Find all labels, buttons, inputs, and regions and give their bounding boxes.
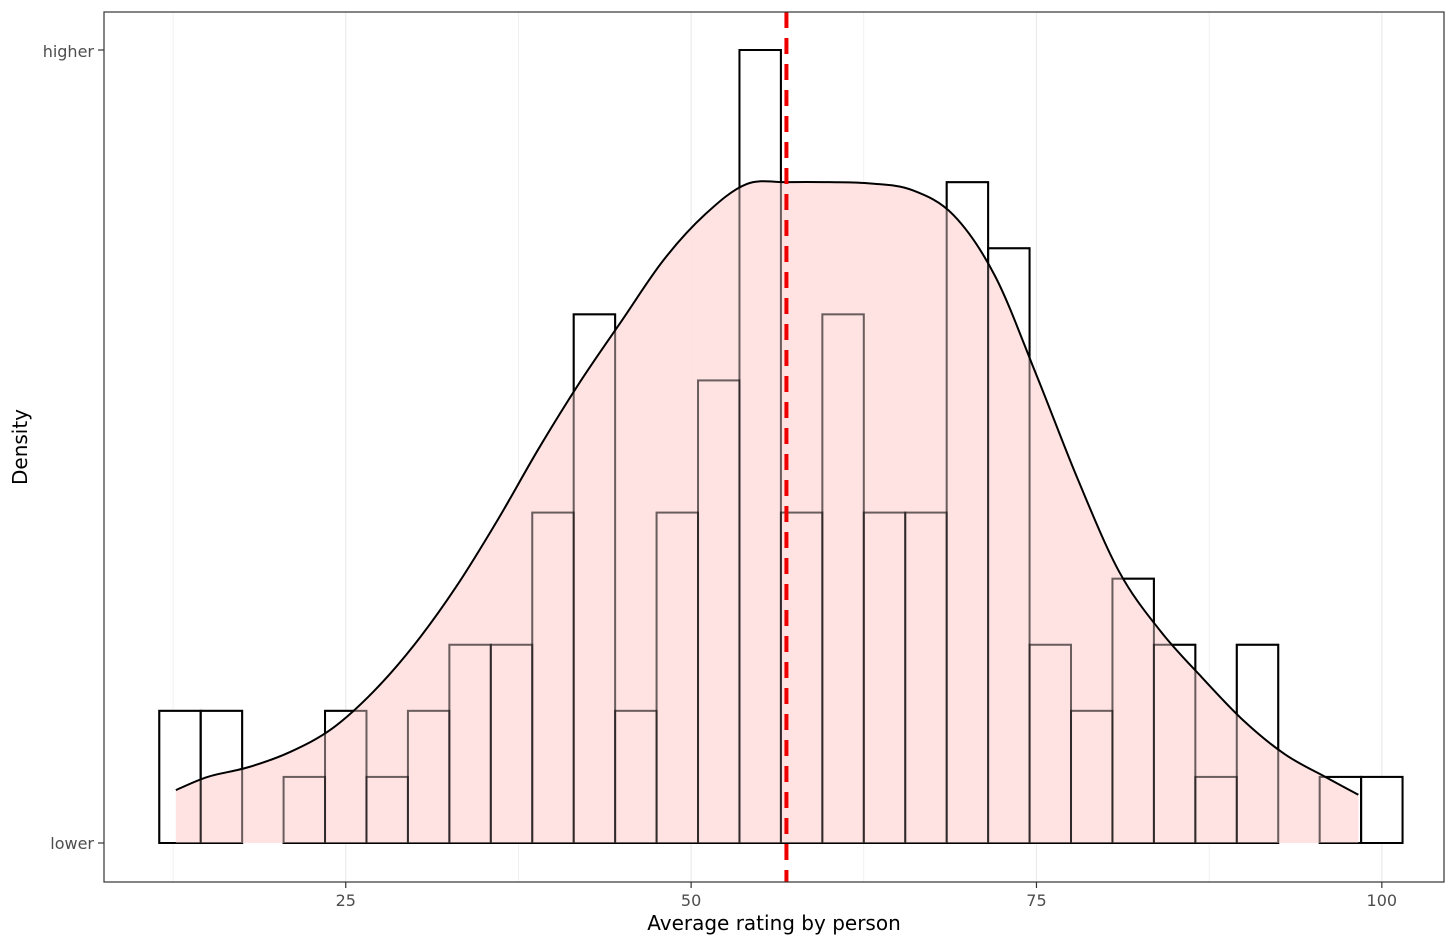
x-tick-label: 25 — [336, 891, 356, 910]
histogram-bar-outline — [572, 313, 617, 845]
y-tick-label-lower: lower — [50, 834, 94, 853]
x-axis-title: Average rating by person — [647, 911, 901, 935]
histogram-bar-outline — [1235, 643, 1280, 844]
density-curve — [175, 180, 1359, 796]
histogram-bar — [1360, 775, 1404, 845]
histogram-bar-outline — [1152, 643, 1197, 844]
y-axis-title: Density — [8, 409, 32, 485]
histogram-bars-front — [158, 49, 1404, 845]
histogram-bar-outline — [199, 709, 244, 844]
y-tick-label-higher: higher — [43, 42, 95, 61]
density-area — [175, 181, 1359, 844]
x-tick-label: 50 — [681, 891, 701, 910]
x-axis-ticks: 25 50 75 100 — [336, 882, 1398, 910]
histogram-bar-outline — [987, 247, 1031, 844]
histogram-bar-outline — [738, 49, 782, 844]
x-tick-label: 100 — [1367, 891, 1398, 910]
histogram-bar-outline — [1360, 775, 1404, 845]
panel-border — [103, 11, 1445, 883]
x-tick-label: 75 — [1026, 891, 1046, 910]
